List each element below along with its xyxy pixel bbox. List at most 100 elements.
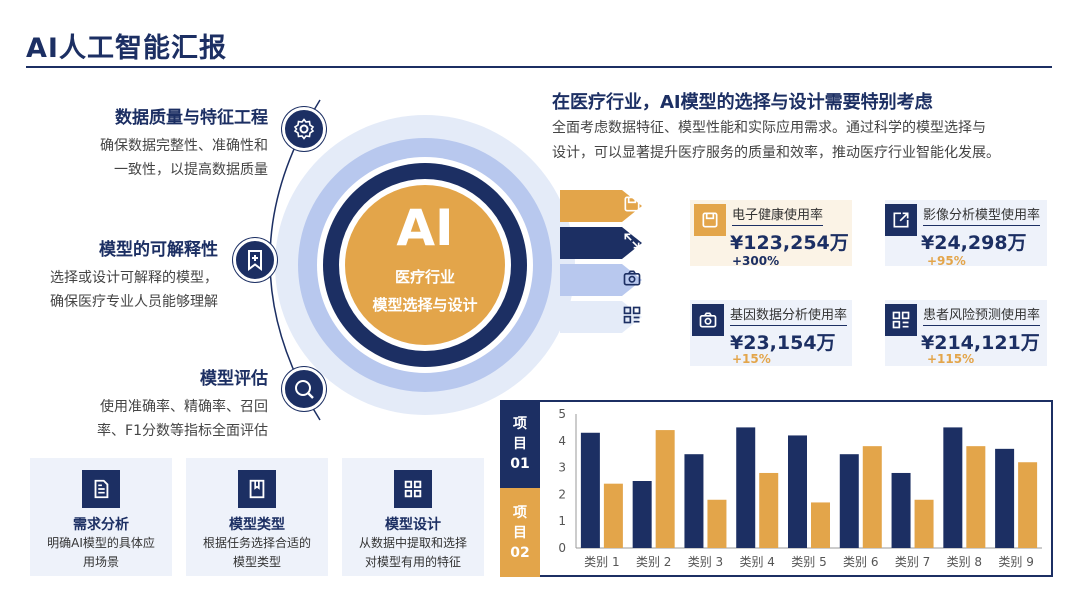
bar-chart: 0 1 2 3 4 5 类别 1 类别 2 类别 3 类别 4 类别 5 类别 6 类别 7 类别 8 类别… xyxy=(558,407,1042,569)
stat-value: ¥23,154万 xyxy=(730,332,836,354)
grid-icon xyxy=(394,470,432,508)
document-icon xyxy=(82,470,120,508)
stat-label: 基因数据分析使用率 xyxy=(730,304,848,326)
card-title: 需求分析 xyxy=(73,517,129,533)
stat-value: ¥123,254万 xyxy=(730,232,849,254)
save-icon xyxy=(624,196,640,212)
x-tick-label: 类别 7 xyxy=(895,555,930,569)
left-item-title: 模型评估 xyxy=(200,369,268,389)
hub-title: AI xyxy=(396,199,454,257)
left-item-evaluation: 模型评估 使用准确率、精确率、召回 率、F1分数等指标全面评估 xyxy=(28,364,268,443)
stat-card-genomics: 基因数据分析使用率 ¥23,154万 +15% xyxy=(690,300,852,366)
save-icon xyxy=(694,204,726,236)
card-desc-line: 从数据中提取和选择 xyxy=(358,536,467,550)
card-desc-line: 用场景 xyxy=(82,555,119,569)
bar-series-1 xyxy=(891,472,911,548)
stat-value: ¥24,298万 xyxy=(921,232,1027,254)
left-item-data-quality: 数据质量与特征工程 确保数据完整性、准确性和 一致性，以提高数据质量 xyxy=(28,103,268,182)
stat-change: +115% xyxy=(927,352,975,366)
x-tick-label: 类别 4 xyxy=(739,555,774,569)
y-tick-label: 4 xyxy=(558,434,566,448)
grid-icon xyxy=(623,306,641,324)
card-title: 模型设计 xyxy=(385,517,441,533)
bar-series-1 xyxy=(684,454,704,548)
arrow-2 xyxy=(560,227,642,259)
left-item-desc-line: 选择或设计可解释的模型， xyxy=(50,270,218,286)
right-description: 全面考虑数据特征、模型性能和实际应用需求。通过科学的模型选择与 设计，可以显著提… xyxy=(552,116,1057,166)
y-tick-label: 1 xyxy=(558,514,566,528)
left-item-desc-line: 确保数据完整性、准确性和 xyxy=(100,138,268,154)
bookmark-plus-icon xyxy=(233,238,277,282)
stat-change: +300% xyxy=(732,254,780,268)
x-tick-label: 类别 6 xyxy=(843,555,878,569)
bar-series-2 xyxy=(603,483,623,548)
stat-card-imaging: 影像分析模型使用率 ¥24,298万 +95% xyxy=(885,200,1047,268)
card-desc: 根据任务选择合适的 模型类型 xyxy=(190,534,324,572)
card-desc: 从数据中提取和选择 对模型有用的特征 xyxy=(346,534,480,572)
stat-card-ehr: 电子健康使用率 ¥123,254万 +300% xyxy=(690,200,852,268)
bar-series-2 xyxy=(811,502,830,548)
bar-series-2 xyxy=(966,446,986,548)
page-title: AI人工智能汇报 xyxy=(26,33,227,64)
bar-series-2 xyxy=(914,499,934,548)
tab-line: 01 xyxy=(510,456,530,472)
hub-graphic xyxy=(275,115,642,415)
bar-series-2 xyxy=(707,499,727,548)
right-heading: 在医疗行业，AI模型的选择与设计需要特别考虑 xyxy=(552,92,933,113)
stat-label: 电子健康使用率 xyxy=(732,204,824,226)
card-desc-line: 明确AI模型的具体应 xyxy=(47,536,155,550)
right-desc-line: 设计，可以显著提升医疗服务的质量和效率，推动医疗行业智能化发展。 xyxy=(552,145,1000,161)
card-requirements: 需求分析 明确AI模型的具体应 用场景 xyxy=(30,458,172,576)
card-desc-line: 对模型有用的特征 xyxy=(364,555,461,569)
bookmark-icon xyxy=(238,470,276,508)
y-tick-label: 5 xyxy=(558,407,566,421)
x-tick-label: 类别 3 xyxy=(688,555,723,569)
external-link-icon xyxy=(885,204,917,236)
x-tick-label: 类别 2 xyxy=(636,555,671,569)
bar-series-1 xyxy=(632,481,652,548)
left-item-title: 模型的可解释性 xyxy=(99,240,218,260)
project-tab-01[interactable]: 项 目 01 xyxy=(500,400,540,488)
left-item-desc-line: 率、F1分数等指标全面评估 xyxy=(97,423,268,439)
stat-label: 患者风险预测使用率 xyxy=(923,304,1041,326)
y-tick-label: 0 xyxy=(558,541,566,555)
stat-change: +15% xyxy=(732,352,771,366)
stat-value: ¥214,121万 xyxy=(921,332,1040,354)
project-tab-02[interactable]: 项 目 02 xyxy=(500,488,540,577)
tab-line: 目 xyxy=(512,436,527,452)
card-desc-line: 模型类型 xyxy=(232,555,281,569)
card-desc-line: 根据任务选择合适的 xyxy=(202,536,311,550)
stat-label: 影像分析模型使用率 xyxy=(923,204,1041,226)
y-tick-label: 3 xyxy=(558,461,566,475)
arrow-4 xyxy=(560,301,642,333)
bar-series-1 xyxy=(943,427,963,548)
arrow-1 xyxy=(560,190,642,222)
bar-series-1 xyxy=(580,432,600,548)
tab-line: 目 xyxy=(512,524,527,541)
tab-line: 02 xyxy=(510,544,530,561)
left-item-desc-line: 确保医疗专业人员能够理解 xyxy=(50,294,218,310)
right-desc-line: 全面考虑数据特征、模型性能和实际应用需求。通过科学的模型选择与 xyxy=(552,120,986,136)
left-item-desc-line: 一致性，以提高数据质量 xyxy=(114,162,268,178)
x-tick-label: 类别 5 xyxy=(791,555,826,569)
bar-series-1 xyxy=(788,435,807,548)
card-model-type: 模型类型 根据任务选择合适的 模型类型 xyxy=(186,458,328,576)
x-tick-label: 类别 8 xyxy=(947,555,982,569)
x-tick-label: 类别 1 xyxy=(584,555,619,569)
bar-series-1 xyxy=(736,427,756,548)
hub-subtitle-2: 模型选择与设计 xyxy=(372,296,478,314)
left-item-desc-line: 使用准确率、精确率、召回 xyxy=(100,399,268,415)
y-tick-label: 2 xyxy=(558,487,566,501)
x-tick-label: 类别 9 xyxy=(998,555,1033,569)
card-model-design: 模型设计 从数据中提取和选择 对模型有用的特征 xyxy=(342,458,484,576)
gear-icon xyxy=(282,107,326,151)
tab-line: 项 xyxy=(512,416,527,432)
bar-series-2 xyxy=(655,430,675,548)
arrow-3 xyxy=(560,264,642,296)
bar-series-2 xyxy=(862,446,882,548)
search-icon xyxy=(282,367,326,411)
bar-series-1 xyxy=(995,448,1015,548)
title-divider xyxy=(26,66,1052,68)
grid-icon xyxy=(885,304,917,336)
camera-icon xyxy=(692,304,724,336)
